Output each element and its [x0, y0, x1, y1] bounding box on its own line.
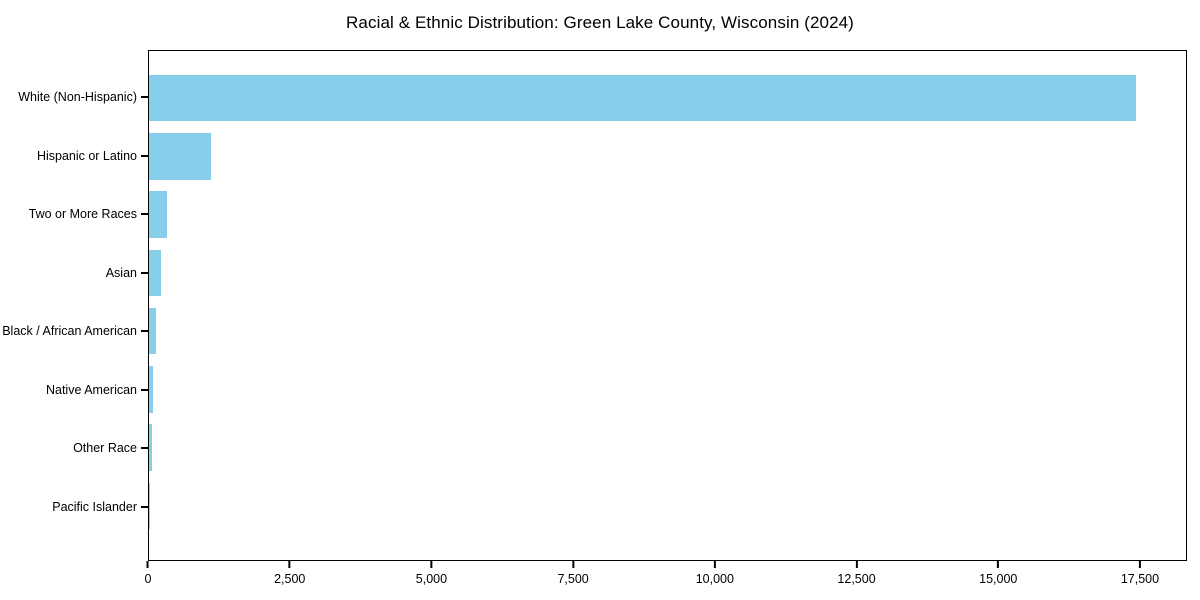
bar-row [149, 302, 1186, 360]
y-tick-mark [141, 505, 148, 508]
x-tick: 2,500 [274, 561, 305, 586]
x-tick: 0 [144, 561, 152, 586]
x-tick-label: 10,000 [695, 572, 734, 586]
y-tick-label: Black / African American [2, 324, 137, 339]
y-tick-mark [141, 447, 148, 450]
bar [149, 74, 1137, 122]
bar [149, 307, 156, 355]
x-tick-label: 17,500 [1120, 572, 1160, 586]
bar-row [149, 127, 1186, 185]
bar-row [149, 360, 1186, 418]
bar [149, 366, 153, 413]
y-label-row: Hispanic or Latino [0, 127, 148, 186]
y-tick-label: Native American [45, 382, 137, 397]
y-tick-label: White (Non-Hispanic) [18, 90, 137, 105]
x-tick-mark [288, 561, 291, 568]
y-tick-mark [141, 330, 148, 333]
bar-row [149, 419, 1186, 477]
x-tick-label: 2,500 [274, 572, 306, 586]
x-tick-mark [997, 561, 1000, 568]
x-tick: 12,500 [837, 561, 876, 586]
y-label-row: Two or More Races [0, 185, 148, 244]
chart-title: Racial & Ethnic Distribution: Green Lake… [346, 13, 854, 32]
y-tick-label: Two or More Races [28, 207, 137, 222]
y-label-row: White (Non-Hispanic) [0, 68, 148, 127]
y-tick-label: Pacific Islander [52, 499, 137, 514]
x-tick-label: 7,500 [557, 572, 589, 586]
y-axis-labels: White (Non-Hispanic) Hispanic or Latino Tw… [0, 50, 148, 561]
x-tick-mark [572, 561, 575, 568]
x-tick-mark [430, 561, 433, 568]
x-tick: 7,500 [557, 561, 589, 586]
y-label-row: Asian [0, 244, 148, 303]
bar-row [149, 477, 1186, 535]
bar-row [149, 244, 1186, 302]
y-tick-label: Hispanic or Latino [36, 148, 137, 163]
y-tick-mark [141, 154, 148, 157]
y-tick-mark [141, 271, 148, 274]
bar [149, 424, 152, 471]
x-tick: 17,500 [1121, 561, 1159, 586]
y-label-row: Pacific Islander [0, 478, 148, 537]
x-tick-label: 12,500 [837, 572, 876, 586]
y-tick-label: Asian [105, 265, 137, 280]
x-tick-label: 5,000 [415, 572, 448, 586]
bar [149, 133, 212, 180]
bar [149, 191, 168, 238]
bar-row [149, 186, 1186, 244]
x-tick-mark [146, 561, 149, 568]
bar-rows [149, 51, 1186, 560]
x-tick-mark [1138, 561, 1141, 568]
y-label-row: Native American [0, 361, 148, 420]
bar [149, 249, 162, 297]
y-tick-mark [141, 96, 148, 99]
x-tick-mark [855, 561, 858, 568]
x-tick: 5,000 [416, 561, 447, 586]
y-tick-mark [141, 388, 148, 391]
bar-row [149, 69, 1186, 127]
y-label-row: Black / African American [0, 302, 148, 361]
x-tick: 10,000 [696, 561, 734, 586]
plot-area [148, 50, 1187, 561]
x-tick-mark [713, 561, 716, 568]
y-tick-mark [141, 213, 148, 216]
x-axis-ticks: 0 2,500 5,000 7,500 10,000 12,500 15,000 17,500 [144, 561, 1187, 593]
x-tick-label: 0 [144, 572, 152, 586]
y-tick-label: Other Race [73, 441, 137, 456]
x-tick: 15,000 [979, 561, 1017, 586]
y-label-row: Other Race [0, 419, 148, 478]
x-tick-label: 15,000 [979, 572, 1018, 586]
